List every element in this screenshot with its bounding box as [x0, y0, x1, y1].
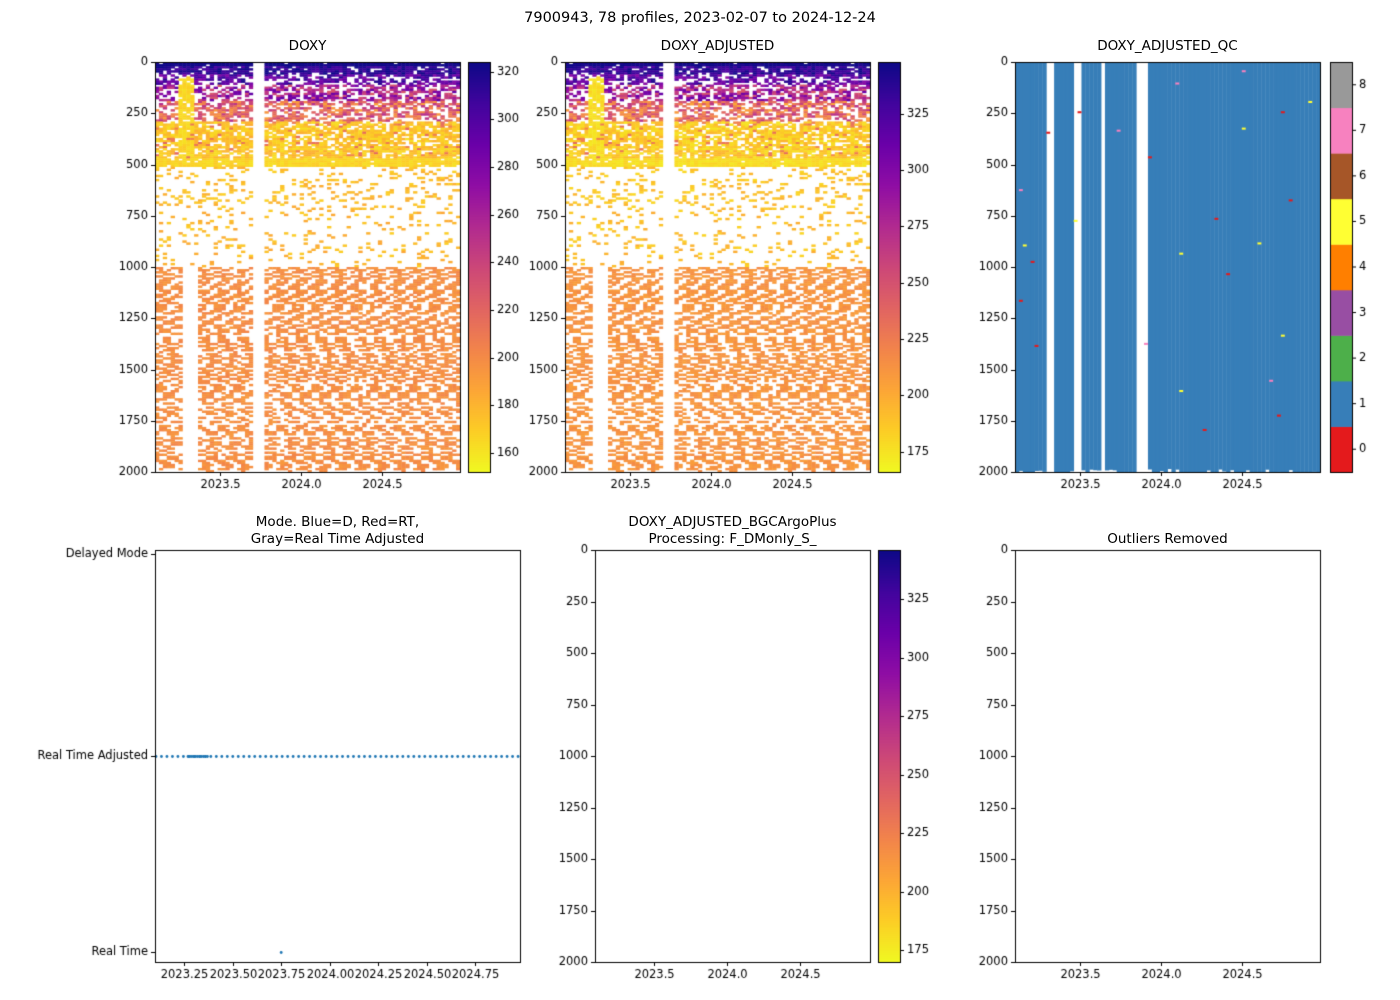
- doxy-adjusted-heatmap-area: [565, 62, 870, 472]
- doxy-adjusted-title: DOXY_ADJUSTED: [660, 38, 775, 54]
- bgc-processing-title-line2: Processing: F_DMonly_S_: [648, 531, 817, 547]
- doxy-heatmap-area: [155, 62, 460, 472]
- doxy-colorbar: [468, 62, 490, 472]
- qc-colorbar: [1330, 62, 1352, 472]
- bgc-processing-plot-area: [595, 550, 870, 962]
- doxy-adjusted-colorbar: [878, 62, 900, 472]
- doxy-title: DOXY: [288, 38, 327, 54]
- doxy-adjusted-qc-heatmap-area: [1015, 62, 1320, 472]
- doxy-adjusted-qc-title: DOXY_ADJUSTED_QC: [1097, 38, 1238, 54]
- mode-title-line1: Mode. Blue=D, Red=RT,: [255, 514, 420, 530]
- bgc-processing-title-line1: DOXY_ADJUSTED_BGCArgoPlus: [628, 514, 837, 530]
- outliers-removed-title: Outliers Removed: [1107, 531, 1228, 547]
- mode-title-line2: Gray=Real Time Adjusted: [250, 531, 425, 547]
- outliers-removed-plot-area: [1015, 550, 1320, 962]
- bgc-processing-colorbar: [878, 550, 900, 962]
- figure-title: 7900943, 78 profiles, 2023-02-07 to 2024…: [524, 10, 876, 26]
- mode-plot-area: [155, 550, 520, 962]
